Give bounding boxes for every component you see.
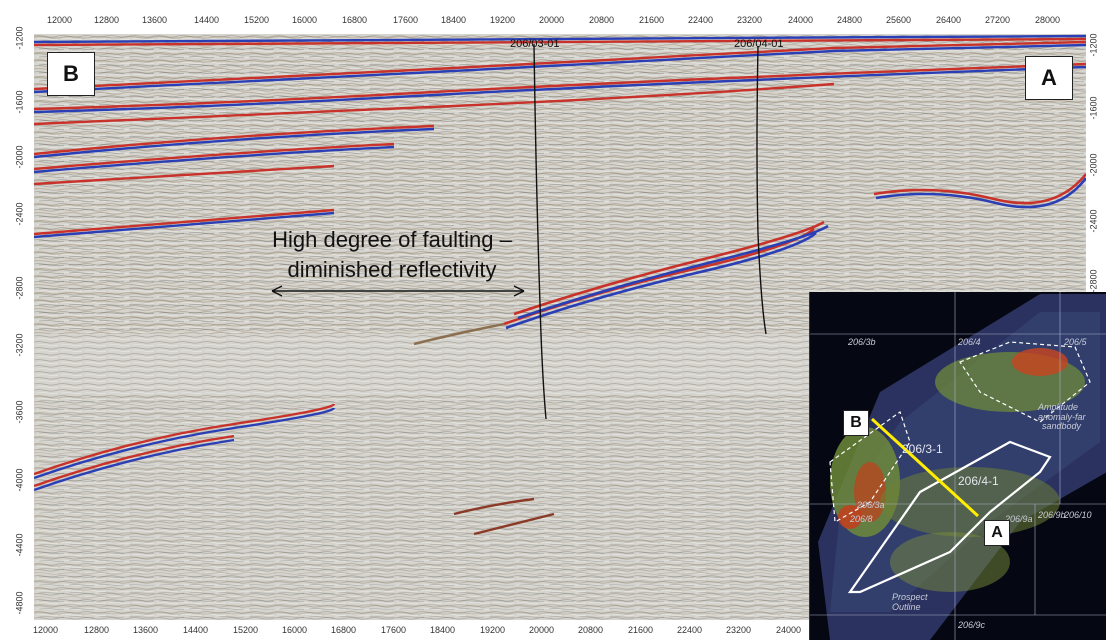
- y-tick-label: -3600: [14, 400, 25, 424]
- x-tick-label: 12800: [84, 625, 110, 635]
- inset-map-graphic: [810, 292, 1106, 640]
- annotation-arrow: [271, 285, 525, 297]
- x-tick-label: 23200: [737, 15, 763, 25]
- x-tick-label: 24000: [776, 625, 802, 635]
- x-tick-label: 21600: [639, 15, 665, 25]
- x-tick-label: 20000: [529, 625, 555, 635]
- inset-label-b: B: [843, 410, 869, 436]
- x-tick-label: 17600: [393, 15, 419, 25]
- x-tick-label: 18400: [441, 15, 467, 25]
- y-tick-label: -4400: [14, 533, 25, 557]
- x-tick-label: 23200: [726, 625, 752, 635]
- reflectors-upper: [34, 34, 1086, 239]
- inset-label-a: A: [984, 520, 1010, 546]
- x-tick-label: 28000: [1035, 15, 1061, 25]
- annotation-text: High degree of faulting – diminished ref…: [232, 225, 552, 285]
- y-tick-label: -1200: [1088, 33, 1099, 57]
- prospect-label-1: Prospect: [892, 592, 928, 602]
- block-label: 206/3b: [848, 337, 876, 347]
- block-label: 206/5: [1064, 337, 1087, 347]
- amplitude-label-1: Amplitude: [1038, 402, 1079, 412]
- y-tick-label: -1200: [14, 26, 25, 50]
- x-tick-label: 22400: [677, 625, 703, 635]
- block-label: 206/4: [958, 337, 981, 347]
- x-tick-label: 13600: [142, 15, 168, 25]
- x-tick-label: 12800: [94, 15, 120, 25]
- x-tick-label: 20000: [539, 15, 565, 25]
- amplitude-outline-2: [829, 411, 911, 523]
- block-label: 206/9b: [1038, 510, 1066, 520]
- lower-texture: [34, 394, 814, 620]
- x-tick-label: 19200: [490, 15, 516, 25]
- prospect-outline: [847, 440, 1052, 594]
- y-tick-label: -3200: [14, 333, 25, 357]
- x-tick-label: 17600: [381, 625, 407, 635]
- block-grid: [810, 292, 1106, 640]
- y-tick-label: -4000: [14, 468, 25, 492]
- upper-texture: [34, 34, 1086, 334]
- y-tick-label: -1600: [1088, 96, 1099, 120]
- x-tick-label: 14400: [183, 625, 209, 635]
- x-tick-label: 12000: [33, 625, 59, 635]
- block-label: 206/9c: [958, 620, 986, 630]
- y-tick-label: -2400: [14, 202, 25, 226]
- inset-map: 206/3b 206/4 206/5 206/3a 206/8 206/9a 2…: [809, 292, 1106, 640]
- amplitude-outline-1: [959, 341, 1091, 423]
- block-label: 206/9a: [1005, 514, 1033, 524]
- x-tick-label: 27200: [985, 15, 1011, 25]
- x-tick-label: 16000: [292, 15, 318, 25]
- y-tick-label: -2000: [1088, 153, 1099, 177]
- well-path-206-04-01: [756, 45, 767, 335]
- reflectors-middle: [413, 173, 1086, 346]
- y-tick-label: -4800: [14, 591, 25, 615]
- x-tick-label: 18400: [430, 625, 456, 635]
- x-tick-label: 16800: [331, 625, 357, 635]
- x-tick-label: 24000: [788, 15, 814, 25]
- x-tick-label: 24800: [837, 15, 863, 25]
- y-tick-label: -2800: [14, 276, 25, 300]
- block-label: 206/10: [1064, 510, 1092, 520]
- y-tick-label: -1600: [14, 90, 25, 114]
- annotation-line-1: High degree of faulting –: [272, 227, 512, 252]
- amplitude-label-3: sandbody: [1042, 421, 1082, 431]
- inset-well-label-1: 206/3-1: [902, 442, 943, 456]
- annotation-line-2: diminished reflectivity: [287, 257, 497, 282]
- x-tick-label: 16800: [342, 15, 368, 25]
- x-tick-label: 14400: [194, 15, 220, 25]
- amplitude-anomalies: [830, 348, 1085, 592]
- y-tick-label: -2800: [1088, 269, 1099, 293]
- x-tick-label: 20800: [578, 625, 604, 635]
- section-line: [870, 417, 980, 518]
- x-tick-label: 22400: [688, 15, 714, 25]
- block-label: 206/3a: [857, 500, 885, 510]
- y-tick-label: -2400: [1088, 209, 1099, 233]
- prospect-label-2: Outline: [892, 602, 921, 612]
- x-tick-label: 16000: [282, 625, 308, 635]
- inset-well-label-2: 206/4-1: [958, 474, 999, 488]
- well-paths: [533, 43, 767, 420]
- block-label: 206/8: [850, 514, 873, 524]
- well-label-1: 206/03-01: [510, 38, 560, 50]
- corner-label-a: A: [1025, 56, 1073, 100]
- x-tick-label: 13600: [133, 625, 159, 635]
- corner-label-b: B: [47, 52, 95, 96]
- x-tick-label: 26400: [936, 15, 962, 25]
- reflectors-lower: [34, 402, 555, 536]
- amplitude-label-2: anomaly-far: [1038, 412, 1086, 422]
- well-path-206-03-01: [533, 43, 547, 420]
- x-tick-label: 15200: [233, 625, 259, 635]
- x-tick-label: 20800: [589, 15, 615, 25]
- x-tick-label: 12000: [47, 15, 73, 25]
- prospect-outlines: [829, 341, 1091, 594]
- x-tick-label: 19200: [480, 625, 506, 635]
- x-tick-label: 15200: [244, 15, 270, 25]
- y-tick-label: -2000: [14, 145, 25, 169]
- x-tick-label: 25600: [886, 15, 912, 25]
- well-label-2: 206/04-01: [734, 38, 784, 50]
- x-tick-label: 21600: [628, 625, 654, 635]
